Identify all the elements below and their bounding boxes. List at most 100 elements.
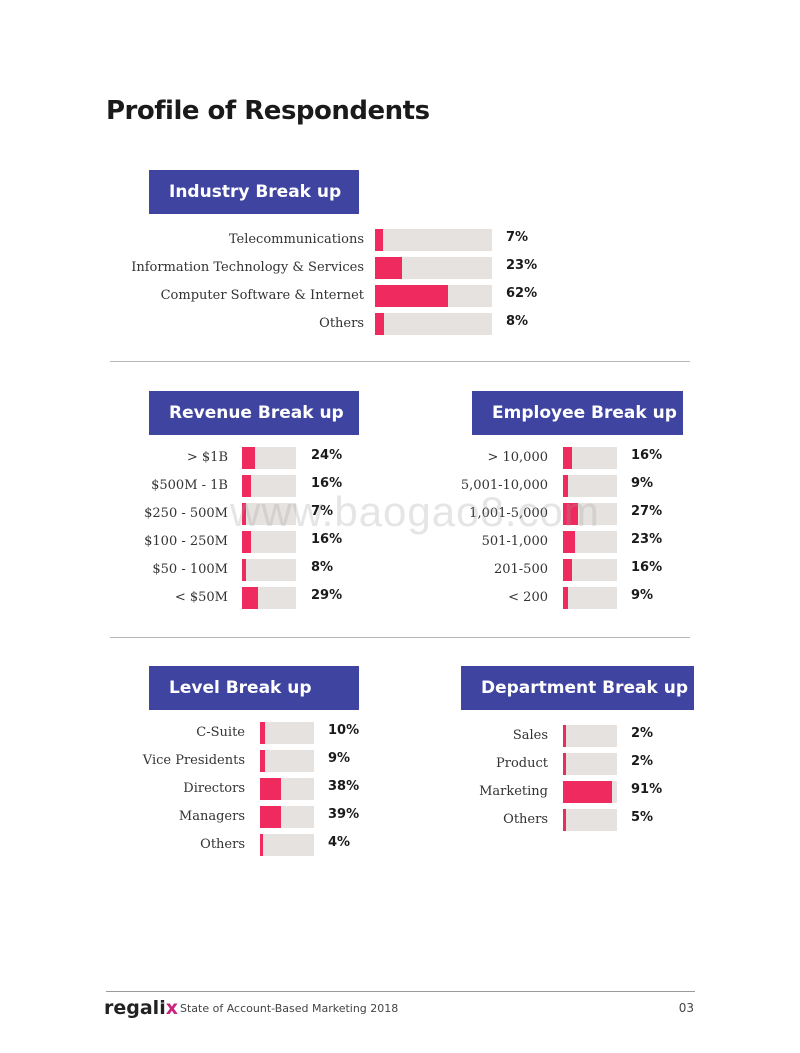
bar-fill <box>563 447 572 469</box>
bar-row: 501-1,000 23% <box>0 531 800 553</box>
bar-row: Vice Presidents 9% <box>0 750 800 772</box>
bar-label: $250 - 500M <box>144 506 228 521</box>
bar-row: Information Technology & Services 23% <box>0 257 800 279</box>
bar-value: 23% <box>506 258 538 273</box>
bar-track <box>563 587 617 609</box>
page-number: 03 <box>678 1001 694 1015</box>
bar-value: 38% <box>328 779 360 794</box>
bar-label: C-Suite <box>196 725 245 740</box>
bar-label: Others <box>503 812 548 827</box>
bar-label: 1,001-5,000 <box>469 506 548 521</box>
bar-track <box>375 257 492 279</box>
bar-row: 1,001-5,000 27% <box>0 503 800 525</box>
industry-header: Industry Break up <box>149 170 359 214</box>
bar-value: 2% <box>631 754 654 769</box>
bar-fill <box>563 725 566 747</box>
bar-value: 7% <box>506 230 529 245</box>
bar-row: Marketing 91% <box>0 781 800 803</box>
bar-value: 5% <box>631 810 654 825</box>
bar-value: 16% <box>311 476 343 491</box>
bar-label: $100 - 250M <box>144 534 228 549</box>
bar-track <box>242 503 296 525</box>
bar-fill <box>563 559 572 581</box>
bar-fill <box>563 781 612 803</box>
bar-track <box>563 753 617 775</box>
bar-fill <box>563 475 568 497</box>
bar-label: $50 - 100M <box>152 562 228 577</box>
bar-row: Others 8% <box>0 313 800 335</box>
bar-track <box>563 725 617 747</box>
bar-label: Sales <box>512 728 548 743</box>
bar-label: $500M - 1B <box>151 478 228 493</box>
bar-label: Computer Software & Internet <box>160 288 364 303</box>
bar-row: > 10,000 16% <box>0 447 800 469</box>
bar-value: 2% <box>631 726 654 741</box>
bar-fill <box>563 503 578 525</box>
bar-row: Computer Software & Internet 62% <box>0 285 800 307</box>
bar-fill <box>242 447 255 469</box>
bar-fill <box>563 809 566 831</box>
watermark: www.baogao8.com <box>230 488 600 535</box>
revenue-header: Revenue Break up <box>149 391 359 435</box>
bar-row: 201-500 16% <box>0 559 800 581</box>
bar-track <box>242 447 296 469</box>
bar-label: Directors <box>183 781 245 796</box>
bar-track <box>563 781 617 803</box>
bar-value: 9% <box>631 588 654 603</box>
bar-fill <box>375 257 402 279</box>
bar-label: 5,001-10,000 <box>460 478 548 493</box>
bar-value: 29% <box>311 588 343 603</box>
bar-value: 9% <box>631 476 654 491</box>
bar-value: 62% <box>506 286 538 301</box>
logo-text: regali <box>104 997 166 1019</box>
bar-track <box>563 447 617 469</box>
regalix-logo: regalix <box>104 997 178 1019</box>
bar-track <box>375 285 492 307</box>
bar-row: Others 4% <box>0 834 800 856</box>
bar-fill <box>375 313 384 335</box>
bar-fill <box>260 778 281 800</box>
bar-value: 24% <box>311 448 343 463</box>
bar-row: Managers 39% <box>0 806 800 828</box>
bar-label: Others <box>319 316 364 331</box>
bar-row: Sales 2% <box>0 725 800 747</box>
bar-track <box>260 722 314 744</box>
bar-fill <box>260 806 281 828</box>
bar-track <box>260 778 314 800</box>
bar-fill <box>563 531 575 553</box>
bar-value: 9% <box>328 751 351 766</box>
bar-label: Product <box>496 756 548 771</box>
divider <box>110 361 690 362</box>
bar-fill <box>260 722 265 744</box>
bar-value: 39% <box>328 807 360 822</box>
bar-fill <box>260 750 265 772</box>
bar-row: > $1B 24% <box>0 447 800 469</box>
bar-track <box>242 531 296 553</box>
bar-row: $500M - 1B 16% <box>0 475 800 497</box>
bar-fill <box>242 559 246 581</box>
bar-value: 16% <box>311 532 343 547</box>
bar-value: 16% <box>631 560 663 575</box>
bar-label: Vice Presidents <box>142 753 245 768</box>
bar-track <box>563 559 617 581</box>
bar-value: 7% <box>311 504 334 519</box>
bar-label: Marketing <box>479 784 548 799</box>
bar-value: 23% <box>631 532 663 547</box>
employee-header: Employee Break up <box>472 391 683 435</box>
bar-track <box>242 559 296 581</box>
bar-track <box>260 806 314 828</box>
bar-row: $250 - 500M 7% <box>0 503 800 525</box>
bar-fill <box>242 587 258 609</box>
bar-value: 8% <box>311 560 334 575</box>
bar-value: 8% <box>506 314 529 329</box>
bar-track <box>563 809 617 831</box>
bar-label: Others <box>200 837 245 852</box>
bar-label: Managers <box>178 809 245 824</box>
department-header: Department Break up <box>461 666 694 710</box>
bar-fill <box>242 531 251 553</box>
bar-value: 4% <box>328 835 351 850</box>
bar-label: Telecommunications <box>228 232 364 247</box>
bar-track <box>563 531 617 553</box>
bar-fill <box>563 753 566 775</box>
bar-label: < 200 <box>508 590 548 605</box>
